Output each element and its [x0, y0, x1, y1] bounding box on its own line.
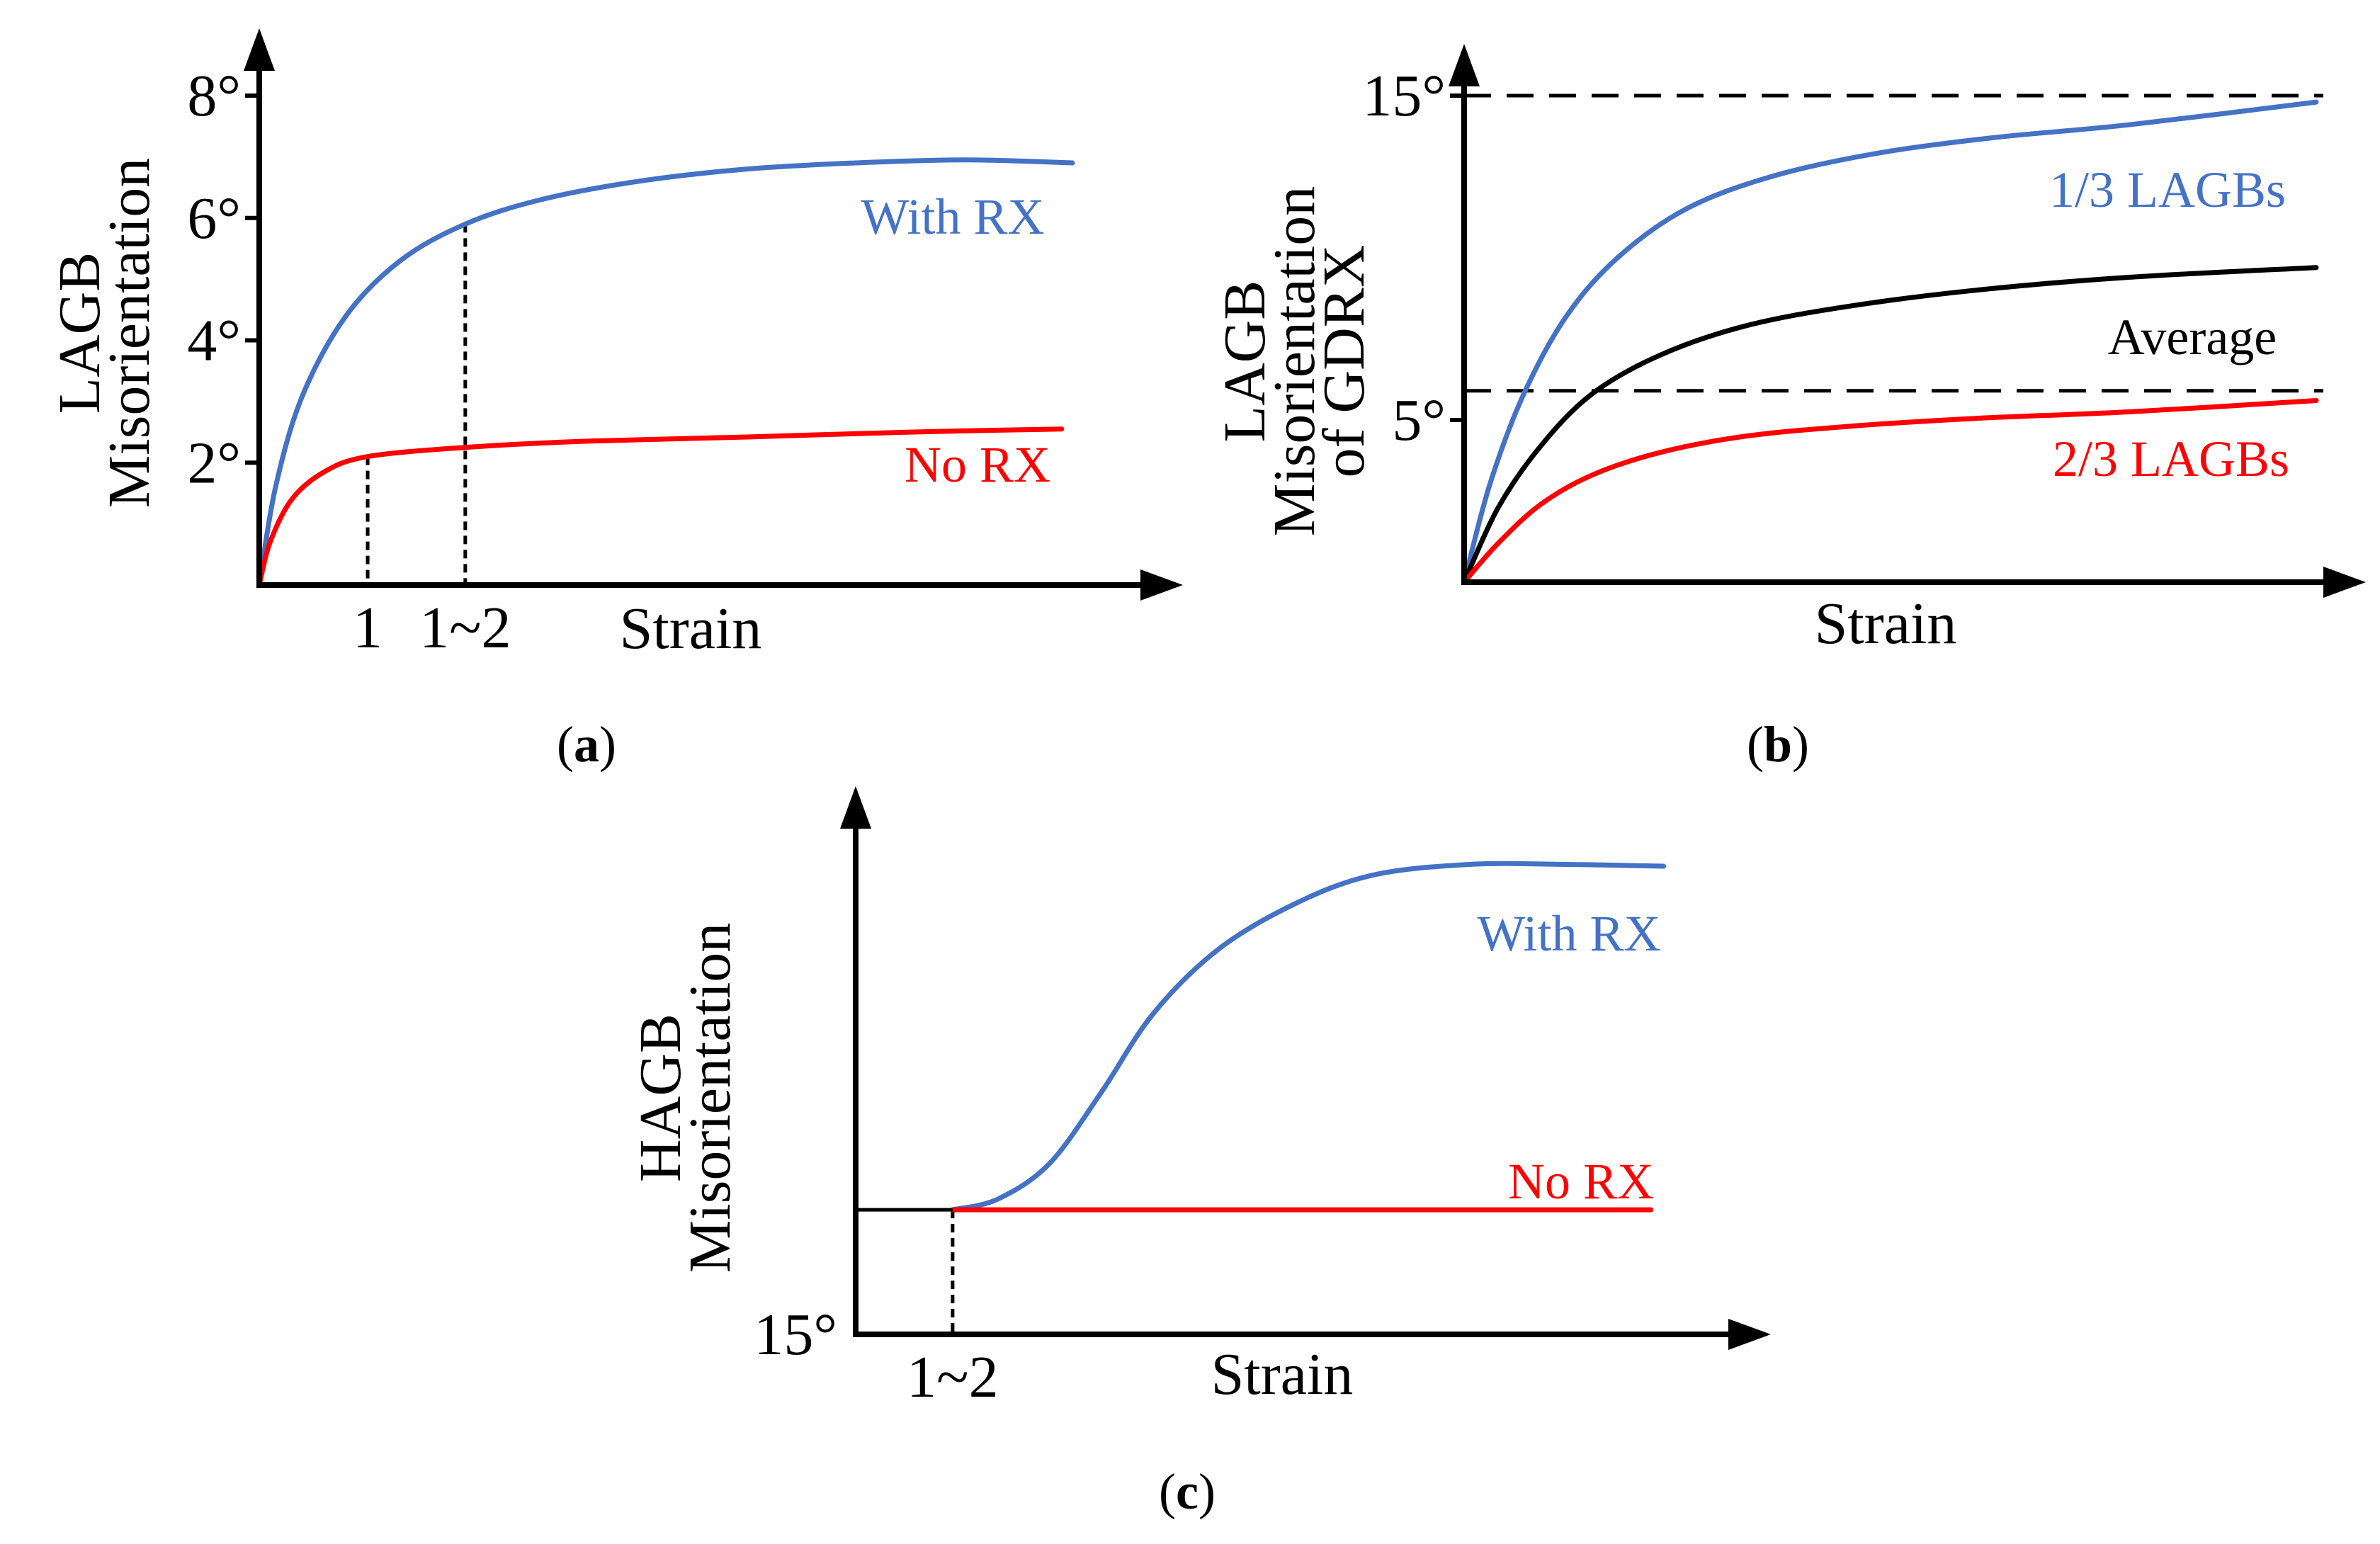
b-y-ticks: 5° 15° — [1362, 63, 1464, 453]
c-panel-label: (c) — [1159, 1463, 1216, 1520]
b-series-line-2 — [1461, 398, 2319, 585]
c-y-tick-label-0: 15° — [754, 1302, 837, 1368]
a-x-tick-label-1: 1~2 — [419, 595, 511, 661]
c-y-axis-label-line-1: HAGB — [628, 1014, 693, 1182]
panel-c: 15° 1~2 Strain HAGB Misorientation With … — [628, 786, 1771, 1520]
b-panel-letter: b — [1764, 716, 1792, 773]
b-series-line-1 — [1461, 265, 2319, 585]
a-y-axis-label-line-1: LAGB — [47, 252, 113, 414]
b-series-label-one-third: 1/3 LAGBs — [2049, 161, 2286, 218]
c-x-axis-label: Strain — [1211, 1341, 1354, 1407]
a-y-tick-label-1: 4° — [187, 308, 241, 374]
b-series-line-0 — [1461, 99, 2319, 585]
a-y-tick-label-3: 8° — [187, 63, 241, 129]
a-panel-letter: a — [574, 716, 599, 773]
b-dashed-reference-lines — [1464, 93, 2323, 393]
c-panel-letter: c — [1176, 1463, 1198, 1520]
a-panel-label: (a) — [557, 716, 616, 773]
a-series-line-0 — [256, 157, 1075, 588]
a-guide-lines — [366, 224, 468, 585]
b-x-axis-arrowhead — [2323, 567, 2366, 598]
c-series-label-no-rx: No RX — [1508, 1153, 1654, 1210]
a-y-tick-label-2: 6° — [187, 186, 241, 251]
b-series-label-average: Average — [2108, 309, 2277, 365]
b-y-axis-label-line-3: of GDRX — [1311, 245, 1377, 478]
a-x-axis-label: Strain — [620, 596, 762, 662]
a-series-lines — [256, 157, 1075, 588]
b-x-axis-label: Strain — [1815, 591, 1957, 657]
b-y-axis-label-line-2: Misorientation — [1262, 186, 1327, 537]
c-y-ticks: 15° — [754, 1302, 837, 1368]
b-series-lines — [1461, 99, 2319, 585]
c-series-lines — [856, 861, 1667, 1213]
a-series-label-with-rx: With RX — [861, 188, 1044, 245]
a-x-tick-label-0: 1 — [353, 595, 382, 661]
b-y-tick-label-1: 15° — [1362, 63, 1446, 129]
a-series-line-1 — [256, 426, 1065, 588]
a-x-ticks: 1 1~2 — [353, 595, 511, 661]
a-y-ticks: 2° 4° 6° 8° — [187, 63, 259, 496]
c-y-axis-label-line-2: Misorientation — [677, 923, 743, 1273]
b-y-axis-label-line-1: LAGB — [1212, 280, 1278, 443]
b-y-tick-label-0: 5° — [1392, 387, 1446, 453]
c-x-axis-arrowhead — [1728, 1319, 1771, 1350]
b-series-label-two-thirds: 2/3 LAGBs — [2053, 431, 2289, 487]
c-series-line-0 — [950, 861, 1667, 1213]
b-y-axis-arrowhead — [1449, 44, 1480, 86]
a-y-axis-label-line-2: Misorientation — [96, 158, 162, 509]
panel-b: 5° 15° Strain LAGB Misorientation of GDRX… — [1212, 44, 2366, 773]
panel-a: 2° 4° 6° 8° 1 1~2 Strain LAGB Misorientation… — [47, 28, 1183, 773]
c-series-label-with-rx: With RX — [1477, 905, 1660, 962]
a-y-axis-arrowhead — [244, 28, 275, 71]
b-panel-label: (b) — [1747, 716, 1809, 773]
a-y-tick-label-0: 2° — [187, 430, 241, 496]
a-series-label-no-rx: No RX — [905, 436, 1050, 493]
a-x-axis-arrowhead — [1140, 569, 1183, 601]
c-x-ticks: 1~2 — [907, 1344, 998, 1410]
c-y-axis-arrowhead — [840, 786, 871, 829]
c-x-tick-label-0: 1~2 — [907, 1344, 998, 1410]
